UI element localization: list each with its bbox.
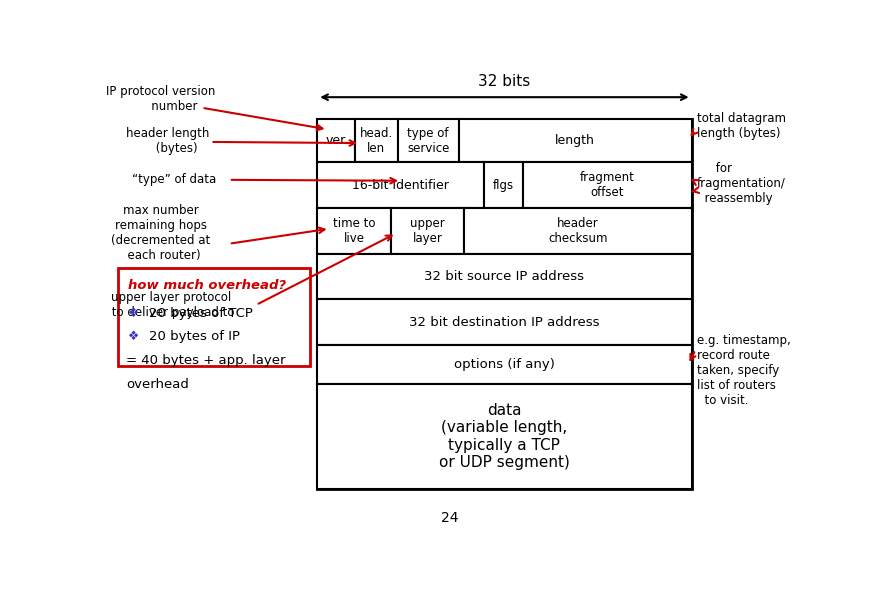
FancyBboxPatch shape [390,208,464,254]
Text: 32 bits: 32 bits [478,74,530,89]
Text: type of
service: type of service [407,127,449,155]
Text: header
checksum: header checksum [547,217,607,245]
Text: 32 bit destination IP address: 32 bit destination IP address [409,316,599,329]
Text: ❖: ❖ [128,330,139,343]
FancyBboxPatch shape [397,119,459,162]
Text: fragment
offset: fragment offset [580,171,634,199]
Text: head.
len: head. len [359,127,392,155]
FancyBboxPatch shape [317,162,483,208]
Text: length: length [554,134,595,147]
Text: upper
layer: upper layer [410,217,445,245]
Text: time to
live: time to live [332,217,374,245]
Text: ver: ver [325,134,346,147]
Text: how much overhead?: how much overhead? [128,279,286,292]
FancyBboxPatch shape [317,254,691,299]
FancyBboxPatch shape [317,119,354,162]
FancyBboxPatch shape [118,267,310,366]
FancyBboxPatch shape [354,119,397,162]
Text: “type” of data: “type” of data [132,173,217,186]
Text: = 40 bytes + app. layer: = 40 bytes + app. layer [126,354,285,367]
Text: ❖: ❖ [128,307,139,320]
FancyBboxPatch shape [464,208,691,254]
FancyBboxPatch shape [317,208,390,254]
FancyBboxPatch shape [459,119,691,162]
Text: 24: 24 [441,511,458,525]
Text: options (if any): options (if any) [453,358,554,371]
Text: max number
remaining hops
(decremented at
  each router): max number remaining hops (decremented a… [111,204,210,262]
FancyBboxPatch shape [523,162,691,208]
FancyBboxPatch shape [483,162,523,208]
FancyBboxPatch shape [317,384,691,489]
Text: for
fragmentation/
  reassembly: for fragmentation/ reassembly [696,161,785,205]
Text: IP protocol version
       number: IP protocol version number [106,85,215,113]
Text: 32 bit source IP address: 32 bit source IP address [424,270,584,283]
FancyBboxPatch shape [317,345,691,384]
Text: data
(variable length,
typically a TCP
or UDP segment): data (variable length, typically a TCP o… [438,403,569,470]
Text: upper layer protocol
 to deliver payload to: upper layer protocol to deliver payload … [108,291,234,319]
Text: 20 bytes of IP: 20 bytes of IP [148,330,239,343]
Text: 20 bytes of TCP: 20 bytes of TCP [148,307,252,320]
Text: total datagram
length (bytes): total datagram length (bytes) [696,112,785,140]
FancyBboxPatch shape [317,119,691,489]
Text: flgs: flgs [493,179,514,192]
Text: header length
     (bytes): header length (bytes) [125,126,209,155]
FancyBboxPatch shape [317,299,691,345]
Text: e.g. timestamp,
record route
taken, specify
list of routers
  to visit.: e.g. timestamp, record route taken, spec… [696,334,790,407]
Text: 16-bit identifier: 16-bit identifier [352,179,448,192]
Text: overhead: overhead [126,378,189,391]
